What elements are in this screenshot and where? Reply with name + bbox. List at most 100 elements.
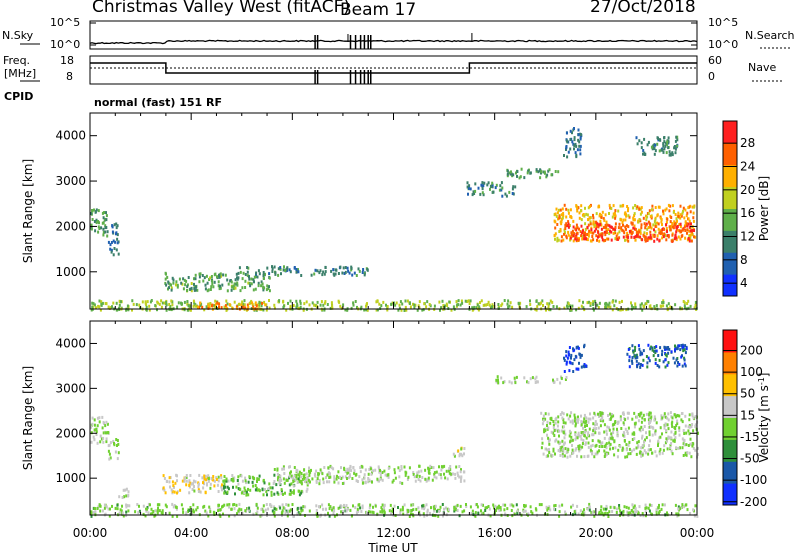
heatmap-cell xyxy=(243,303,246,307)
heatmap-cell xyxy=(658,452,661,456)
heatmap-cell xyxy=(296,481,299,484)
heatmap-cell xyxy=(202,486,205,490)
heatmap-cell xyxy=(686,222,689,226)
heatmap-cell xyxy=(438,510,441,513)
heatmap-cell xyxy=(690,232,693,236)
heatmap-cell xyxy=(341,271,344,275)
heatmap-cell xyxy=(566,155,569,159)
heatmap-cell xyxy=(576,209,579,213)
heatmap-cell xyxy=(255,512,258,516)
heatmap-cell xyxy=(647,226,650,229)
heatmap-cell xyxy=(610,432,613,436)
heatmap-cell xyxy=(596,450,599,454)
heatmap-cell xyxy=(246,507,248,511)
heatmap-cell xyxy=(249,284,252,288)
heatmap-cell xyxy=(602,507,605,511)
heatmap-cell xyxy=(648,444,651,448)
heatmap-cell xyxy=(193,277,195,281)
heatmap-cell xyxy=(565,215,568,219)
heatmap-cell xyxy=(398,303,401,307)
heatmap-cell xyxy=(361,271,364,274)
heatmap-cell xyxy=(279,267,282,271)
heatmap-cell xyxy=(184,476,187,480)
heatmap-cell xyxy=(105,218,108,222)
heatmap-cell xyxy=(367,480,370,484)
heatmap-cell xyxy=(458,465,461,468)
heatmap-cell xyxy=(156,308,158,312)
heatmap-cell xyxy=(242,271,245,275)
heatmap-cell xyxy=(587,234,590,238)
heatmap-cell xyxy=(630,304,633,308)
heatmap-cell xyxy=(442,514,444,518)
heatmap-cell xyxy=(658,205,661,209)
heatmap-cell xyxy=(217,503,220,507)
heatmap-cell xyxy=(664,423,667,427)
heatmap-cell xyxy=(300,509,303,513)
heatmap-cell xyxy=(640,141,643,145)
heatmap-cell xyxy=(603,230,606,234)
heatmap-cell xyxy=(595,234,598,238)
heatmap-cell xyxy=(227,479,230,483)
heatmap-cell xyxy=(397,506,399,509)
heatmap-cell xyxy=(571,444,573,447)
heatmap-cell xyxy=(456,303,459,307)
heatmap-cell xyxy=(678,229,681,233)
heatmap-cell xyxy=(487,300,490,304)
heatmap-cell xyxy=(97,230,100,234)
heatmap-cell xyxy=(674,344,676,348)
heatmap-cell xyxy=(489,305,492,309)
heatmap-cell xyxy=(100,302,103,306)
heatmap-cell xyxy=(204,474,207,478)
heatmap-region xyxy=(237,265,369,277)
colorbar-frame xyxy=(722,120,738,297)
heatmap-cell xyxy=(187,304,190,308)
heatmap-cell xyxy=(98,299,101,303)
heatmap-cell xyxy=(690,442,693,446)
heatmap-cell xyxy=(116,237,119,241)
heatmap-cell xyxy=(488,303,491,307)
heatmap-cell xyxy=(651,204,654,208)
heatmap-cell xyxy=(565,224,568,228)
heatmap-cell xyxy=(98,416,101,420)
heatmap-cell xyxy=(687,425,690,429)
heatmap-cell xyxy=(597,235,599,239)
heatmap-cell xyxy=(627,426,630,430)
heatmap-cell xyxy=(553,219,556,223)
heatmap-cell xyxy=(248,506,251,510)
heatmap-cell xyxy=(500,376,503,380)
heatmap-cell xyxy=(696,514,699,518)
heatmap-cell xyxy=(676,144,679,148)
heatmap-cell xyxy=(316,477,319,481)
heatmap-cell xyxy=(562,238,565,242)
heatmap-cell xyxy=(371,480,373,484)
heatmap-cell xyxy=(656,213,659,217)
heatmap-cell xyxy=(444,506,447,510)
heatmap-cell xyxy=(415,475,418,479)
heatmap-cell xyxy=(683,304,686,308)
heatmap-cell xyxy=(226,302,229,306)
heatmap-cell xyxy=(640,302,643,306)
heatmap-cell xyxy=(105,440,108,444)
heatmap-cell xyxy=(614,299,617,303)
heatmap-cell xyxy=(523,176,526,180)
heatmap-cell xyxy=(689,437,692,441)
heatmap-cell xyxy=(195,508,198,512)
heatmap-cell xyxy=(567,448,570,452)
heatmap-cell xyxy=(263,300,266,304)
heatmap-cell xyxy=(674,233,677,237)
colorbar-tick-label: 28 xyxy=(740,136,755,150)
heatmap-cell xyxy=(667,418,670,422)
heatmap-cell xyxy=(603,455,606,458)
heatmap-cell xyxy=(251,301,254,305)
heatmap-cell xyxy=(361,506,364,510)
heatmap-cell xyxy=(366,268,369,272)
heatmap-cell xyxy=(107,305,110,309)
heatmap-cell xyxy=(634,306,637,309)
heatmap-cell xyxy=(381,508,384,512)
heatmap-cell xyxy=(292,491,295,495)
heatmap-cell xyxy=(290,482,293,486)
heatmap-cell xyxy=(362,481,365,485)
colorbar-tick-label: -100 xyxy=(740,473,767,487)
colorbar-tick-label: 20 xyxy=(740,183,755,197)
heatmap-cell xyxy=(408,466,411,470)
